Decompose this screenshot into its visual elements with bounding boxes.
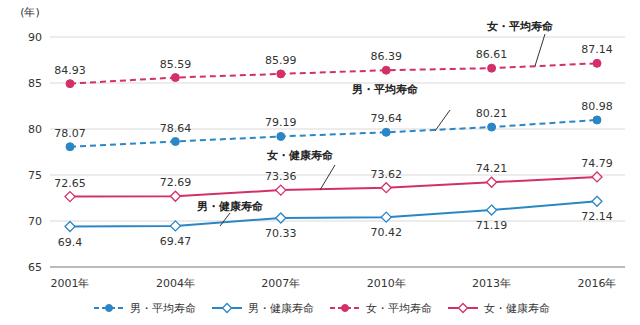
chart-container: 65 70 75 80 85 90 (年) 2001年 2004年 2007年 2010年 2013年…: [0, 0, 640, 325]
point-marker: [106, 305, 113, 312]
grid-line: [50, 175, 625, 176]
point-marker: [66, 143, 74, 151]
data-label: 79.64: [370, 112, 402, 125]
data-label: 78.07: [54, 127, 86, 140]
series-line: [70, 177, 597, 197]
data-label: 80.98: [581, 100, 613, 113]
annotation-leader: [535, 34, 545, 66]
data-label: 72.69: [160, 176, 192, 189]
series-annotation: 男・平均寿命: [351, 83, 419, 96]
point-marker: [382, 128, 390, 136]
point-marker: [65, 192, 75, 202]
series-annotation: 女・健康寿命: [266, 149, 334, 162]
annotation-leader: [320, 165, 335, 190]
y-tick-label: 75: [28, 169, 42, 182]
legend-label: 女・平均寿命: [366, 302, 432, 315]
point-marker: [381, 183, 391, 193]
x-tick-label: 2010年: [367, 277, 406, 290]
annotation-leader: [220, 213, 230, 226]
point-marker: [342, 305, 349, 312]
point-marker: [488, 64, 496, 72]
legend-label: 女・健康寿命: [484, 302, 550, 315]
data-label: 69.47: [160, 235, 192, 248]
point-marker: [593, 59, 601, 67]
point-marker: [171, 138, 179, 146]
x-axis-line: [50, 267, 625, 268]
series-line: [70, 63, 597, 83]
data-label: 85.59: [160, 58, 192, 71]
point-marker: [276, 213, 286, 223]
y-tick-label: 70: [28, 215, 42, 228]
point-marker: [170, 221, 180, 231]
point-marker: [593, 116, 601, 124]
data-label: 78.64: [160, 122, 192, 135]
data-label: 74.79: [581, 157, 613, 170]
data-label: 70.42: [370, 226, 402, 239]
grid-line: [50, 267, 625, 268]
legend: 男・平均寿命 男・健康寿命 女・平均寿命 女・健康寿命: [94, 302, 550, 315]
point-marker: [487, 205, 497, 215]
x-tick-label: 2004年: [156, 277, 195, 290]
legend-label: 男・健康寿命: [248, 302, 314, 315]
point-marker: [65, 222, 75, 232]
y-tick-label: 90: [28, 31, 42, 44]
point-marker: [276, 185, 286, 195]
point-marker: [277, 132, 285, 140]
point-marker: [592, 172, 602, 182]
point-marker: [592, 196, 602, 206]
data-labels: 78.07 78.64 79.19 79.64 80.21 80.98 69.4 69.47 7…: [54, 43, 613, 248]
data-label: 73.62: [370, 168, 402, 181]
series-line: [70, 120, 597, 147]
y-tick-label: 65: [28, 261, 42, 274]
data-label: 85.99: [265, 54, 297, 67]
y-tick-label: 85: [28, 77, 42, 90]
point-marker: [382, 66, 390, 74]
grid-line: [50, 37, 625, 38]
series-annotation: 女・平均寿命: [486, 20, 554, 33]
point-marker: [381, 212, 391, 222]
point-marker: [277, 70, 285, 78]
point-marker: [66, 80, 74, 88]
data-label: 86.39: [370, 50, 402, 63]
x-tick-label: 2016年: [578, 277, 617, 290]
point-marker: [171, 74, 179, 82]
data-label: 74.21: [476, 162, 508, 175]
y-axis-label: (年): [20, 6, 40, 19]
data-label: 69.4: [58, 236, 83, 249]
annotation-leader: [435, 110, 450, 131]
point-marker: [223, 304, 232, 313]
marks: [65, 59, 602, 231]
point-marker: [459, 304, 468, 313]
point-marker: [487, 177, 497, 187]
data-label: 73.36: [265, 170, 297, 183]
y-tick-label: 80: [28, 123, 42, 136]
data-label: 86.61: [476, 48, 508, 61]
series-line: [70, 201, 597, 226]
data-label: 72.14: [581, 210, 613, 223]
data-label: 79.19: [265, 116, 297, 129]
data-label: 71.19: [476, 219, 508, 232]
data-label: 72.65: [54, 177, 86, 190]
chart-svg: 65 70 75 80 85 90 (年) 2001年 2004年 2007年 2010年 2013年…: [0, 0, 640, 325]
grid-line: [50, 221, 625, 222]
legend-label: 男・平均寿命: [130, 302, 196, 315]
point-marker: [170, 191, 180, 201]
data-label: 80.21: [476, 107, 508, 120]
x-tick-label: 2013年: [472, 277, 511, 290]
x-tick-label: 2001年: [51, 277, 90, 290]
series-annotation: 男・健康寿命: [196, 200, 264, 213]
data-label: 84.93: [54, 64, 86, 77]
grid-line: [50, 129, 625, 130]
data-label: 70.33: [265, 227, 297, 240]
data-label: 87.14: [581, 43, 613, 56]
x-tick-label: 2007年: [261, 277, 300, 290]
point-marker: [488, 123, 496, 131]
grid-line: [50, 83, 625, 84]
